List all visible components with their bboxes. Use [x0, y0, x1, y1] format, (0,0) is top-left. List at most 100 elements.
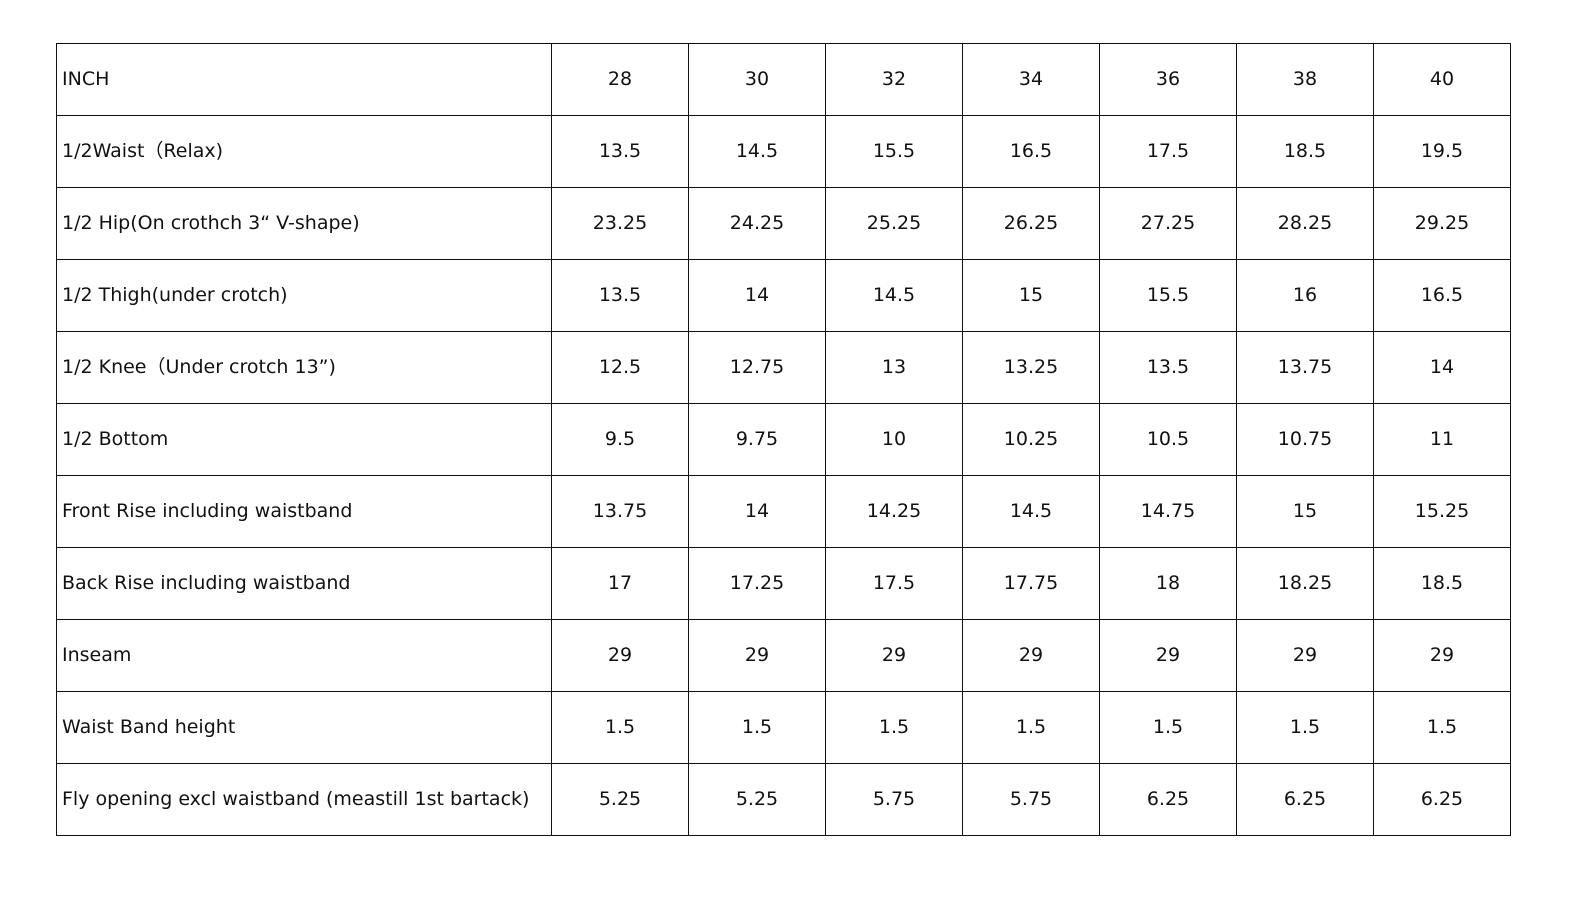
size-header-cell: 34 [962, 43, 1100, 116]
measurement-value-cell: 15.25 [1373, 475, 1511, 548]
size-chart-table: INCH 28 30 32 34 36 38 40 1/2Waist（Relax… [56, 43, 1511, 836]
measurement-value-cell: 14.5 [825, 259, 963, 332]
measurement-value-cell: 6.25 [1236, 763, 1374, 836]
measurement-value-cell: 14 [688, 475, 826, 548]
measurement-value-cell: 5.75 [825, 763, 963, 836]
measurement-value-cell: 29 [1099, 619, 1237, 692]
measurement-value-cell: 16.5 [962, 115, 1100, 188]
measurement-value-cell: 13.5 [551, 259, 689, 332]
measurement-value-cell: 15 [1236, 475, 1374, 548]
measurement-label-cell: Inseam [56, 619, 552, 692]
measurement-value-cell: 14 [688, 259, 826, 332]
measurement-value-cell: 1.5 [962, 691, 1100, 764]
measurement-value-cell: 11 [1373, 403, 1511, 476]
header-row: INCH 28 30 32 34 36 38 40 [56, 43, 1511, 116]
measurement-value-cell: 29 [551, 619, 689, 692]
measurement-value-cell: 10.25 [962, 403, 1100, 476]
measurement-value-cell: 5.25 [688, 763, 826, 836]
measurement-value-cell: 9.75 [688, 403, 826, 476]
measurement-value-cell: 13 [825, 331, 963, 404]
measurement-label-cell: 1/2 Bottom [56, 403, 552, 476]
measurement-value-cell: 12.75 [688, 331, 826, 404]
measurement-label-cell: 1/2 Thigh(under crotch) [56, 259, 552, 332]
measurement-value-cell: 18.25 [1236, 547, 1374, 620]
measurement-value-cell: 14.5 [962, 475, 1100, 548]
measurement-value-cell: 18.5 [1373, 547, 1511, 620]
measurement-value-cell: 13.25 [962, 331, 1100, 404]
measurement-value-cell: 17.5 [1099, 115, 1237, 188]
measurement-value-cell: 1.5 [1373, 691, 1511, 764]
measurement-label-cell: Back Rise including waistband [56, 547, 552, 620]
measurement-label-cell: 1/2Waist（Relax) [56, 115, 552, 188]
measurement-label-cell: 1/2 Hip(On crothch 3“ V-shape) [56, 187, 552, 260]
measurement-value-cell: 1.5 [688, 691, 826, 764]
size-header-cell: 38 [1236, 43, 1374, 116]
measurement-value-cell: 29 [962, 619, 1100, 692]
table-row: Back Rise including waistband 17 17.25 17.5… [56, 547, 1511, 620]
measurement-value-cell: 24.25 [688, 187, 826, 260]
measurement-value-cell: 13.75 [551, 475, 689, 548]
measurement-value-cell: 1.5 [825, 691, 963, 764]
measurement-value-cell: 28.25 [1236, 187, 1374, 260]
measurement-value-cell: 12.5 [551, 331, 689, 404]
table-row: 1/2Waist（Relax) 13.5 14.5 15.5 16.5 17.5 18.5 1… [56, 115, 1511, 188]
measurement-value-cell: 5.75 [962, 763, 1100, 836]
measurement-value-cell: 6.25 [1099, 763, 1237, 836]
measurement-value-cell: 15.5 [1099, 259, 1237, 332]
measurement-value-cell: 13.5 [551, 115, 689, 188]
size-header-cell: 40 [1373, 43, 1511, 116]
measurement-value-cell: 1.5 [1236, 691, 1374, 764]
size-header-cell: 32 [825, 43, 963, 116]
measurement-value-cell: 1.5 [551, 691, 689, 764]
measurement-value-cell: 10.5 [1099, 403, 1237, 476]
measurement-value-cell: 17.75 [962, 547, 1100, 620]
size-header-cell: 30 [688, 43, 826, 116]
measurement-value-cell: 29.25 [1373, 187, 1511, 260]
table-row: 1/2 Knee（Under crotch 13”) 12.5 12.75 13 13.… [56, 331, 1511, 404]
measurement-value-cell: 10.75 [1236, 403, 1374, 476]
measurement-value-cell: 29 [688, 619, 826, 692]
measurement-value-cell: 5.25 [551, 763, 689, 836]
measurement-value-cell: 16 [1236, 259, 1374, 332]
measurement-value-cell: 16.5 [1373, 259, 1511, 332]
measurement-value-cell: 14.75 [1099, 475, 1237, 548]
measurement-label-cell: Front Rise including waistband [56, 475, 552, 548]
measurement-value-cell: 29 [825, 619, 963, 692]
measurement-value-cell: 18.5 [1236, 115, 1374, 188]
measurement-value-cell: 9.5 [551, 403, 689, 476]
table-row: 1/2 Hip(On crothch 3“ V-shape) 23.25 24.25… [56, 187, 1511, 260]
table-row: Inseam 29 29 29 29 29 29 29 [56, 619, 1511, 692]
measurement-label-cell: Fly opening excl waistband (meastill 1st… [56, 763, 552, 836]
measurement-value-cell: 6.25 [1373, 763, 1511, 836]
measurement-value-cell: 17.5 [825, 547, 963, 620]
measurement-value-cell: 17 [551, 547, 689, 620]
table-row: Fly opening excl waistband (meastill 1st… [56, 763, 1511, 836]
measurement-label-cell: 1/2 Knee（Under crotch 13”) [56, 331, 552, 404]
measurement-value-cell: 19.5 [1373, 115, 1511, 188]
measurement-value-cell: 15.5 [825, 115, 963, 188]
size-header-cell: 28 [551, 43, 689, 116]
measurement-value-cell: 25.25 [825, 187, 963, 260]
measurement-label-cell: Waist Band height [56, 691, 552, 764]
size-header-cell: 36 [1099, 43, 1237, 116]
measurement-value-cell: 15 [962, 259, 1100, 332]
measurement-value-cell: 18 [1099, 547, 1237, 620]
measurement-value-cell: 13.75 [1236, 331, 1374, 404]
size-chart-body: INCH 28 30 32 34 36 38 40 1/2Waist（Relax… [56, 43, 1511, 836]
measurement-value-cell: 1.5 [1099, 691, 1237, 764]
measurement-value-cell: 26.25 [962, 187, 1100, 260]
measurement-value-cell: 13.5 [1099, 331, 1237, 404]
table-row: 1/2 Thigh(under crotch) 13.5 14 14.5 15 15.5 1… [56, 259, 1511, 332]
measurement-value-cell: 29 [1236, 619, 1374, 692]
measurement-value-cell: 14 [1373, 331, 1511, 404]
measurement-value-cell: 14.5 [688, 115, 826, 188]
measurement-value-cell: 23.25 [551, 187, 689, 260]
table-row: Waist Band height 1.5 1.5 1.5 1.5 1.5 1.5 1.5 [56, 691, 1511, 764]
measurement-value-cell: 17.25 [688, 547, 826, 620]
header-label-cell: INCH [56, 43, 552, 116]
measurement-value-cell: 10 [825, 403, 963, 476]
table-row: Front Rise including waistband 13.75 14 14.… [56, 475, 1511, 548]
measurement-value-cell: 14.25 [825, 475, 963, 548]
table-row: 1/2 Bottom 9.5 9.75 10 10.25 10.5 10.75 11 [56, 403, 1511, 476]
measurement-value-cell: 29 [1373, 619, 1511, 692]
